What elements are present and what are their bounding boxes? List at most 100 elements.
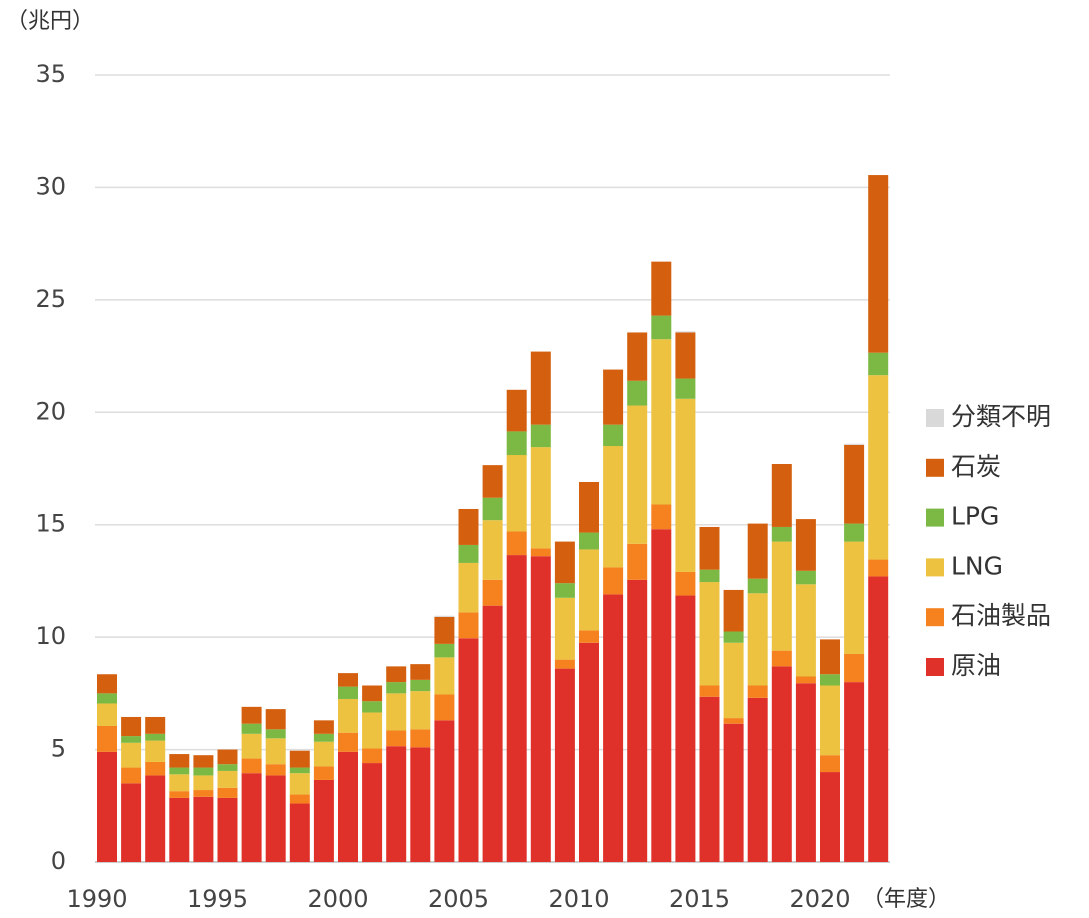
bar-segment bbox=[313, 766, 334, 780]
bar-segment bbox=[289, 767, 310, 774]
bar-segment bbox=[699, 526, 720, 570]
bar-segment bbox=[795, 584, 816, 677]
bar-segment bbox=[627, 405, 648, 544]
legend-swatch bbox=[926, 558, 944, 577]
legend-swatch bbox=[926, 658, 944, 676]
bar-segment bbox=[386, 693, 407, 731]
bar-segment bbox=[410, 664, 431, 680]
bar-segment bbox=[747, 685, 768, 698]
bar-segment bbox=[458, 562, 479, 613]
bar-segment bbox=[844, 682, 865, 862]
bar-segment bbox=[217, 764, 238, 771]
bar-segment bbox=[844, 443, 865, 445]
y-tick-label: 35 bbox=[35, 60, 66, 88]
bar-segment bbox=[506, 531, 527, 556]
bar-segment bbox=[482, 605, 503, 862]
bar-segment bbox=[265, 764, 286, 776]
bar-segment bbox=[530, 548, 551, 557]
x-tick-label: 2015 bbox=[669, 885, 730, 913]
bar-segment bbox=[844, 444, 865, 524]
bar-segment bbox=[482, 497, 503, 521]
bar-segment bbox=[169, 797, 190, 862]
bar-segment bbox=[675, 332, 696, 379]
bar-segment bbox=[554, 541, 575, 584]
bar-segment bbox=[771, 650, 792, 667]
bar-segment bbox=[723, 589, 744, 632]
bar-segment bbox=[699, 685, 720, 697]
bar-segment bbox=[771, 666, 792, 862]
bar-segment bbox=[313, 733, 334, 742]
bar-segment bbox=[338, 698, 358, 733]
bar-segment bbox=[265, 709, 286, 730]
bar-segment bbox=[434, 616, 455, 644]
bar-segment bbox=[530, 424, 551, 448]
bar-segment bbox=[795, 570, 816, 585]
bar-segment bbox=[820, 685, 840, 756]
bar-segment bbox=[868, 576, 889, 862]
bar-segment bbox=[386, 730, 407, 747]
bar-segment bbox=[699, 582, 720, 686]
bar-segment bbox=[145, 740, 166, 762]
bar-segment bbox=[121, 767, 142, 784]
bar-segment bbox=[241, 706, 262, 724]
bar-segment bbox=[121, 716, 142, 737]
x-tick-label: 2010 bbox=[548, 885, 609, 913]
bar-segment bbox=[506, 431, 527, 456]
bar-segment bbox=[241, 723, 262, 734]
bar-segment bbox=[169, 774, 190, 792]
bar-segment bbox=[820, 639, 840, 675]
bar-segment bbox=[579, 532, 599, 550]
bar-segment bbox=[747, 593, 768, 686]
bar-segment bbox=[651, 315, 672, 340]
bar-segment bbox=[386, 746, 407, 862]
legend-swatch bbox=[926, 409, 944, 427]
bar-segment bbox=[579, 630, 599, 643]
y-tick-label: 30 bbox=[35, 172, 66, 200]
x-tick-label: 2020 bbox=[789, 885, 850, 913]
bar-segment bbox=[482, 465, 503, 498]
bar-segment bbox=[747, 578, 768, 594]
bar-segment bbox=[313, 741, 334, 767]
x-tick-label: 2000 bbox=[307, 885, 368, 913]
bar-segment bbox=[313, 779, 334, 862]
bar-segment bbox=[795, 519, 816, 571]
bar-segment bbox=[530, 447, 551, 549]
bar-segment bbox=[868, 375, 889, 560]
bar-segment bbox=[747, 523, 768, 579]
x-unit: （年度） bbox=[862, 887, 950, 912]
bar-segment bbox=[675, 331, 696, 333]
bar-segment bbox=[338, 686, 358, 699]
x-tick-label: 1995 bbox=[187, 885, 248, 913]
bar-segment bbox=[145, 733, 166, 741]
bar-segment bbox=[458, 638, 479, 862]
bar-segment bbox=[603, 369, 624, 425]
bar-segment bbox=[121, 742, 142, 768]
bar-segment bbox=[579, 549, 599, 631]
bar-segment bbox=[434, 615, 455, 617]
bar-segment bbox=[434, 643, 455, 658]
bar-segment bbox=[97, 674, 117, 694]
bar-segment bbox=[338, 751, 358, 862]
x-tick-label: 1990 bbox=[66, 885, 127, 913]
bar-segment bbox=[579, 642, 599, 862]
bar-segment bbox=[627, 543, 648, 580]
bar-segment bbox=[771, 464, 792, 527]
bar-segment bbox=[169, 767, 190, 775]
bar-segment bbox=[145, 716, 166, 734]
bar-segment bbox=[723, 723, 744, 862]
bar-segment bbox=[338, 673, 358, 687]
bar-segment bbox=[651, 529, 672, 862]
bar-segment bbox=[338, 732, 358, 752]
bar-segment bbox=[289, 794, 310, 804]
bar-segment bbox=[217, 749, 238, 765]
bar-segment bbox=[675, 378, 696, 399]
legend-label: LNG bbox=[951, 551, 1003, 580]
bar-segment bbox=[844, 654, 865, 683]
bar-segment bbox=[145, 761, 166, 776]
bar-segment bbox=[289, 750, 310, 768]
bar-segment bbox=[434, 720, 455, 862]
bar-segment bbox=[627, 380, 648, 406]
bar-segment bbox=[868, 559, 889, 577]
bar-segment bbox=[97, 693, 117, 704]
